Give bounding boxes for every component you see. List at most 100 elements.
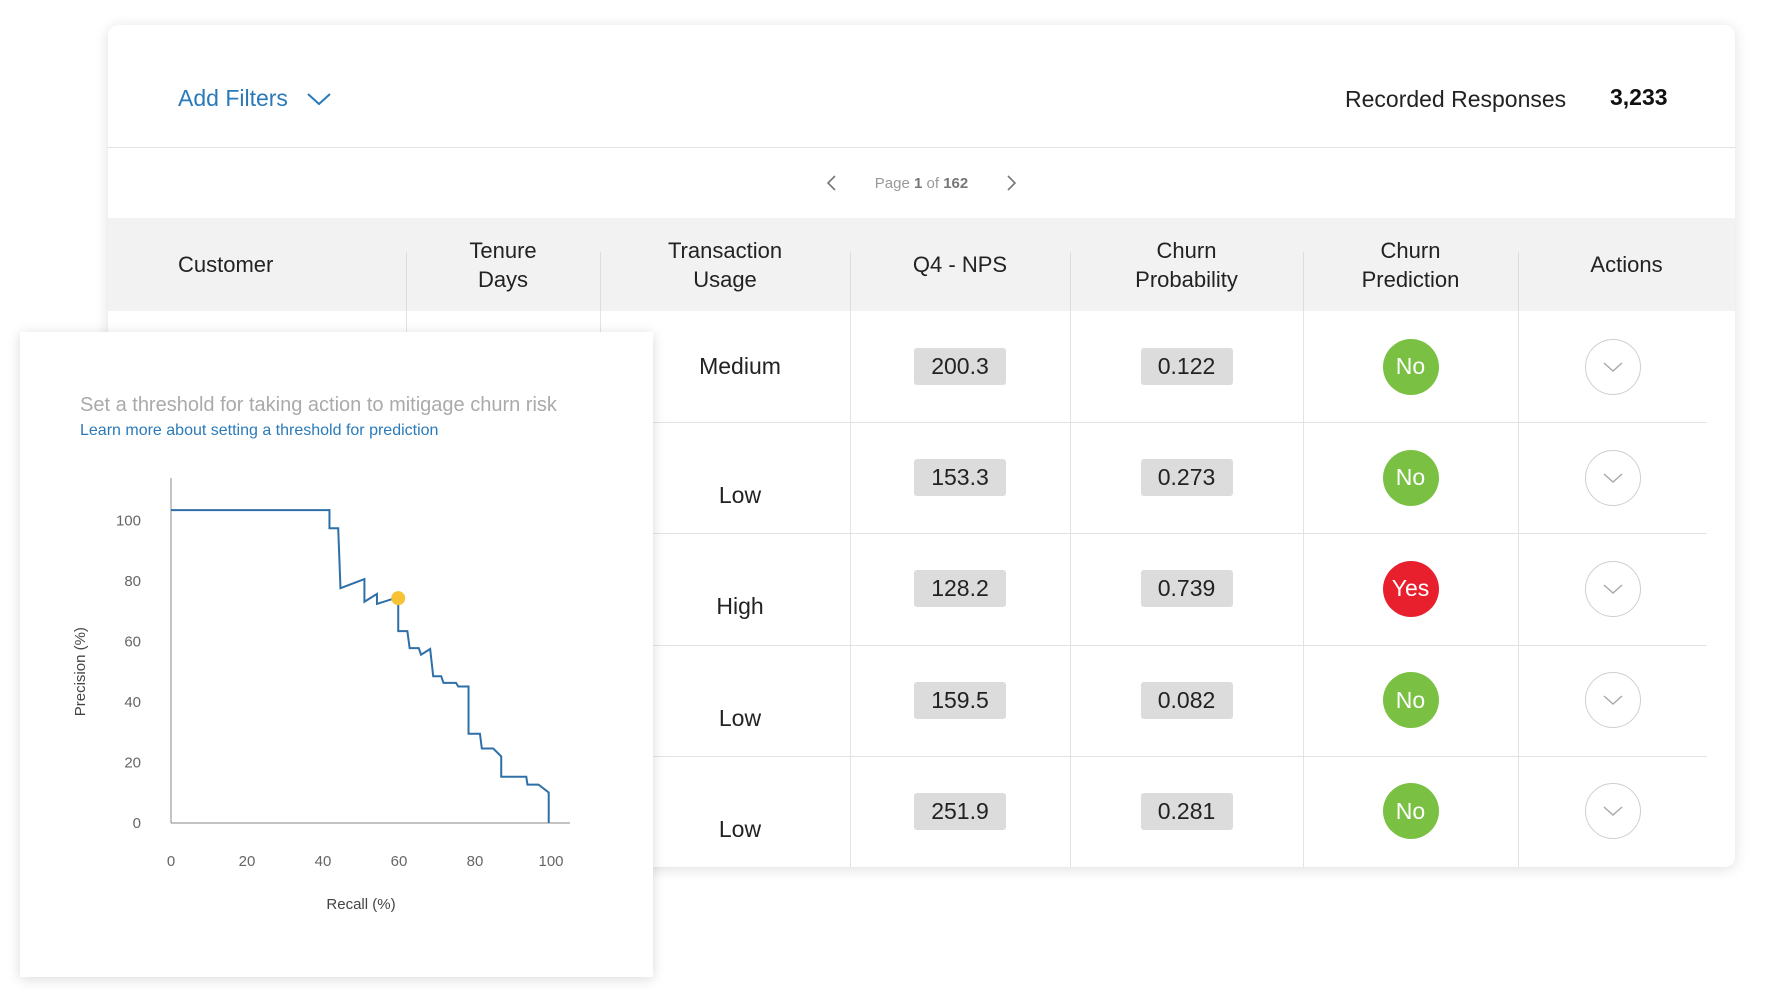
column-divider xyxy=(1070,311,1071,867)
table-header: Customer Tenure Days Transaction Usage Q4 -… xyxy=(108,218,1735,311)
nps-pill: 200.3 xyxy=(914,348,1006,386)
probability-cell: 0.739 xyxy=(1070,533,1303,644)
chevron-down xyxy=(1603,473,1622,483)
nps-cell: 153.3 xyxy=(850,422,1070,533)
action-button[interactable] xyxy=(1584,672,1641,729)
column-header: Transaction Usage xyxy=(667,237,783,292)
probability-cell: 0.281 xyxy=(1070,756,1303,867)
column-header: Tenure Days xyxy=(469,237,537,292)
actions-cell xyxy=(1518,422,1707,533)
probability-pill: 0.122 xyxy=(1140,348,1233,386)
column-divider xyxy=(406,252,407,311)
y-tick-label: 20 xyxy=(124,754,141,771)
usage-cell: High xyxy=(716,593,764,620)
y-tick-label: 100 xyxy=(116,512,141,529)
pagination: Page 1 of 162 xyxy=(108,148,1735,218)
probability-pill: 0.082 xyxy=(1140,681,1233,719)
threshold-point xyxy=(391,591,406,606)
page-total: 162 xyxy=(943,174,969,192)
x-tick-label: 80 xyxy=(467,853,484,870)
nps-cell: 159.5 xyxy=(850,645,1070,756)
x-tick-label: 20 xyxy=(239,853,256,870)
column-divider xyxy=(850,311,851,867)
y-tick-label: 60 xyxy=(124,633,141,650)
chevron-down xyxy=(1603,695,1622,706)
table-body: Medium 200.3 0.122 No Low 153.3 0.273 No High 128… xyxy=(108,311,1735,867)
prediction-cell: No xyxy=(1303,756,1518,867)
add-filters[interactable]: Add Filters xyxy=(178,85,332,112)
row-divider xyxy=(108,422,1707,424)
row-divider xyxy=(108,755,1707,757)
action-button[interactable] xyxy=(1584,449,1641,506)
column-header: Actions xyxy=(1590,252,1663,277)
probability-cell: 0.122 xyxy=(1070,311,1303,422)
learn-more-link[interactable]: Learn more about setting a threshold for… xyxy=(80,422,439,439)
panel-subtitle: Set a threshold for taking action to mit… xyxy=(80,394,557,416)
nps-pill: 159.5 xyxy=(914,681,1006,719)
action-button[interactable] xyxy=(1584,783,1641,840)
actions-cell xyxy=(1518,311,1707,422)
column-divider xyxy=(1518,311,1519,867)
y-tick-label: 0 xyxy=(133,815,141,832)
prev-page[interactable] xyxy=(825,174,837,192)
prediction-badge: No xyxy=(1382,783,1439,840)
column-divider xyxy=(600,311,601,341)
recorded-label: Recorded Responses xyxy=(1345,86,1567,112)
probability-pill: 0.273 xyxy=(1140,459,1233,497)
page-of: of xyxy=(926,174,940,192)
pr-chart: 0 20 40 60 80 100 0 20 40 60 80 100 Recall (%) Precis… xyxy=(72,478,570,913)
next-page[interactable] xyxy=(1006,174,1018,192)
nps-pill: 128.2 xyxy=(914,570,1006,608)
probability-pill: 0.281 xyxy=(1140,792,1233,830)
prediction-cell: No xyxy=(1303,311,1518,422)
add-filters-label[interactable]: Add Filters xyxy=(178,85,288,111)
chevron-down xyxy=(1603,584,1622,594)
usage-cell: Low xyxy=(718,815,762,842)
chevron-down xyxy=(1603,362,1622,372)
prediction-cell: No xyxy=(1303,422,1518,533)
nps-cell: 251.9 xyxy=(850,756,1070,867)
x-tick-label: 60 xyxy=(391,853,408,870)
divider xyxy=(108,147,1735,148)
x-axis-label: Recall (%) xyxy=(326,896,395,913)
usage-cell: Medium xyxy=(699,353,781,380)
chevron-down xyxy=(1603,806,1622,817)
column-divider xyxy=(1303,252,1304,311)
prediction-badge: No xyxy=(1382,449,1439,506)
column-header: Churn Probability xyxy=(1135,237,1238,292)
actions-cell xyxy=(1518,756,1707,867)
action-button[interactable] xyxy=(1584,338,1641,395)
column-divider xyxy=(600,252,601,311)
column-header: Q4 - NPS xyxy=(912,252,1008,277)
prediction-badge: Yes xyxy=(1382,560,1439,617)
recorded-count: 3,233 xyxy=(1610,84,1668,110)
nps-cell: 200.3 xyxy=(850,311,1070,422)
probability-cell: 0.082 xyxy=(1070,645,1303,756)
x-tick-label: 100 xyxy=(538,853,563,870)
chevron-down xyxy=(307,92,331,105)
y-tick-label: 80 xyxy=(124,573,141,590)
prediction-cell: No xyxy=(1303,645,1518,756)
prediction-badge: No xyxy=(1382,672,1439,729)
probability-pill: 0.739 xyxy=(1140,570,1233,608)
row-divider xyxy=(108,533,1707,535)
usage-cell: Low xyxy=(718,482,762,509)
x-tick-label: 0 xyxy=(167,853,175,870)
row-divider xyxy=(108,644,1707,646)
nps-pill: 153.3 xyxy=(914,459,1006,497)
actions-cell xyxy=(1518,533,1707,644)
action-button[interactable] xyxy=(1584,560,1641,617)
column-header: Customer xyxy=(178,252,274,277)
page-label: Page xyxy=(874,174,910,192)
column-divider xyxy=(850,252,851,311)
prediction-badge: No xyxy=(1382,338,1439,395)
y-tick-label: 40 xyxy=(124,694,141,711)
probability-cell: 0.273 xyxy=(1070,422,1303,533)
page-current: 1 xyxy=(913,174,923,192)
column-header: Churn Prediction xyxy=(1361,237,1460,292)
y-axis-label: Precision (%) xyxy=(72,627,89,716)
prediction-cell: Yes xyxy=(1303,533,1518,644)
actions-cell xyxy=(1518,645,1707,756)
column-divider xyxy=(1303,311,1304,867)
